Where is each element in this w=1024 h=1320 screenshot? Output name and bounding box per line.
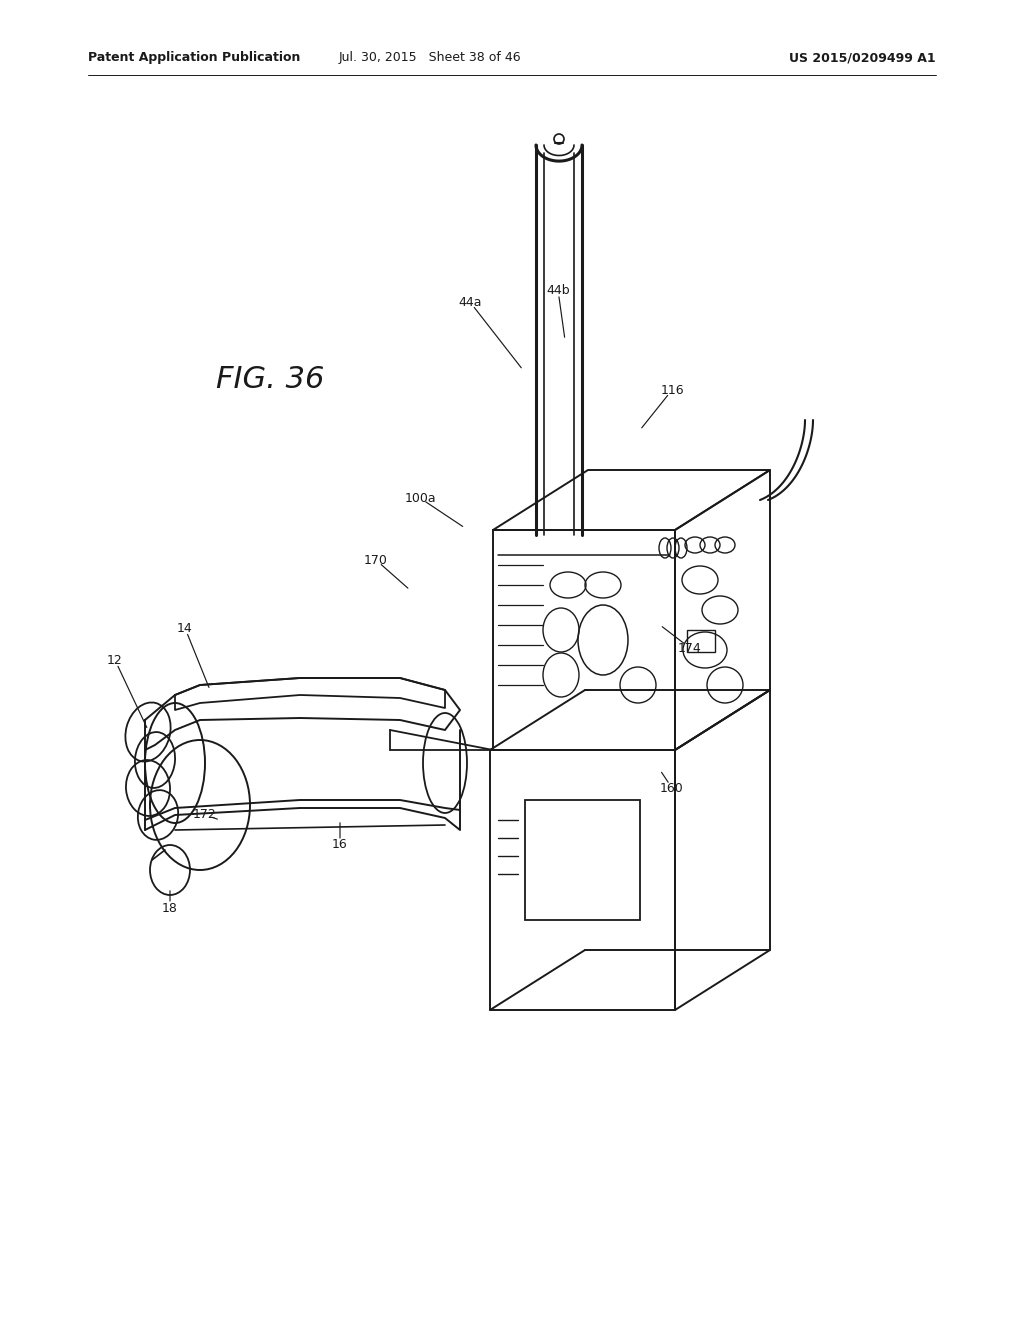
Text: 172: 172: [194, 808, 217, 821]
Text: 100a: 100a: [404, 491, 436, 504]
Text: 16: 16: [332, 838, 348, 851]
Text: 44b: 44b: [546, 284, 569, 297]
Text: 18: 18: [162, 902, 178, 915]
Text: Jul. 30, 2015   Sheet 38 of 46: Jul. 30, 2015 Sheet 38 of 46: [339, 51, 521, 65]
Text: 116: 116: [660, 384, 684, 396]
Text: 160: 160: [660, 781, 684, 795]
Text: FIG. 36: FIG. 36: [216, 366, 325, 395]
Text: US 2015/0209499 A1: US 2015/0209499 A1: [790, 51, 936, 65]
Text: 44a: 44a: [459, 296, 481, 309]
Text: 170: 170: [365, 553, 388, 566]
Bar: [687, 630, 715, 652]
Text: 174: 174: [678, 642, 701, 655]
Text: 12: 12: [108, 653, 123, 667]
Bar: [525, 800, 640, 920]
Text: Patent Application Publication: Patent Application Publication: [88, 51, 300, 65]
Text: 14: 14: [177, 622, 193, 635]
